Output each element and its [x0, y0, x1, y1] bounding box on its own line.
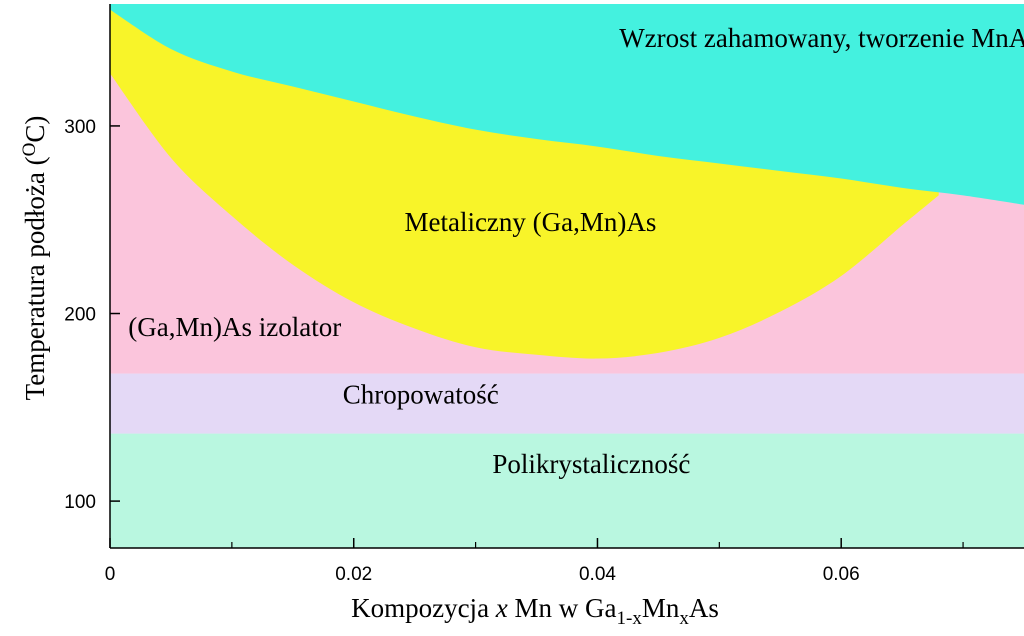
x-tick-label: 0: [105, 564, 116, 585]
y-axis-title: Temperatura podłoża (OC): [19, 116, 50, 401]
y-tick-label: 100: [64, 492, 96, 513]
plot-regions: [110, 4, 1024, 548]
x-axis-title-subscript-1: 1-x: [617, 608, 643, 629]
x-tick-label: 0.06: [823, 564, 860, 585]
y-axis-title-suffix: C): [20, 116, 50, 143]
region-label-polikrystalicznosc: Polikrystaliczność: [492, 449, 690, 479]
x-axis-title-prefix: Kompozycja: [351, 593, 496, 623]
region-label-chropowatosc: Chropowatość: [343, 380, 499, 410]
region-labels: Polikrystaliczność Chropowatość (Ga,Mn)As …: [128, 23, 1024, 479]
region-polikrystalicznosc: [110, 433, 1024, 548]
y-tick-label: 200: [64, 305, 96, 326]
region-chropowatosc: [110, 373, 1024, 434]
x-axis-title-suffix: As: [689, 593, 719, 623]
x-axis-title: Kompozycja x Mn w Ga1-xMnxAs: [351, 593, 719, 629]
region-label-wzrost-zahamowany-tworzenie-mnas: Wzrost zahamowany, tworzenie MnAs: [619, 23, 1024, 53]
region-label-metaliczny-ga-mn-as: Metaliczny (Ga,Mn)As: [404, 207, 656, 237]
region-wzrost-zahamowany-tworzenie-mnas: [110, 4, 1024, 205]
x-axis-title-subscript-2: x: [679, 608, 689, 629]
x-tick-label: 0.04: [579, 564, 616, 585]
x-tick-label: 0.02: [335, 564, 372, 585]
x-axis-title-variable: x: [495, 593, 508, 623]
region-label-ga-mn-as-izolator: (Ga,Mn)As izolator: [128, 312, 341, 342]
x-axis-title-middle: Mn w Ga: [508, 593, 617, 623]
y-axis-title-prefix: Temperatura podłoża (: [20, 156, 50, 400]
x-axis-title-mn: Mn: [642, 593, 680, 623]
y-tick-label: 300: [64, 117, 96, 138]
axes: [109, 4, 1024, 549]
y-axis-title-superscript: O: [19, 143, 40, 157]
tick-labels: 0 0.02 0.04 0.06 100 200 300: [64, 117, 859, 585]
